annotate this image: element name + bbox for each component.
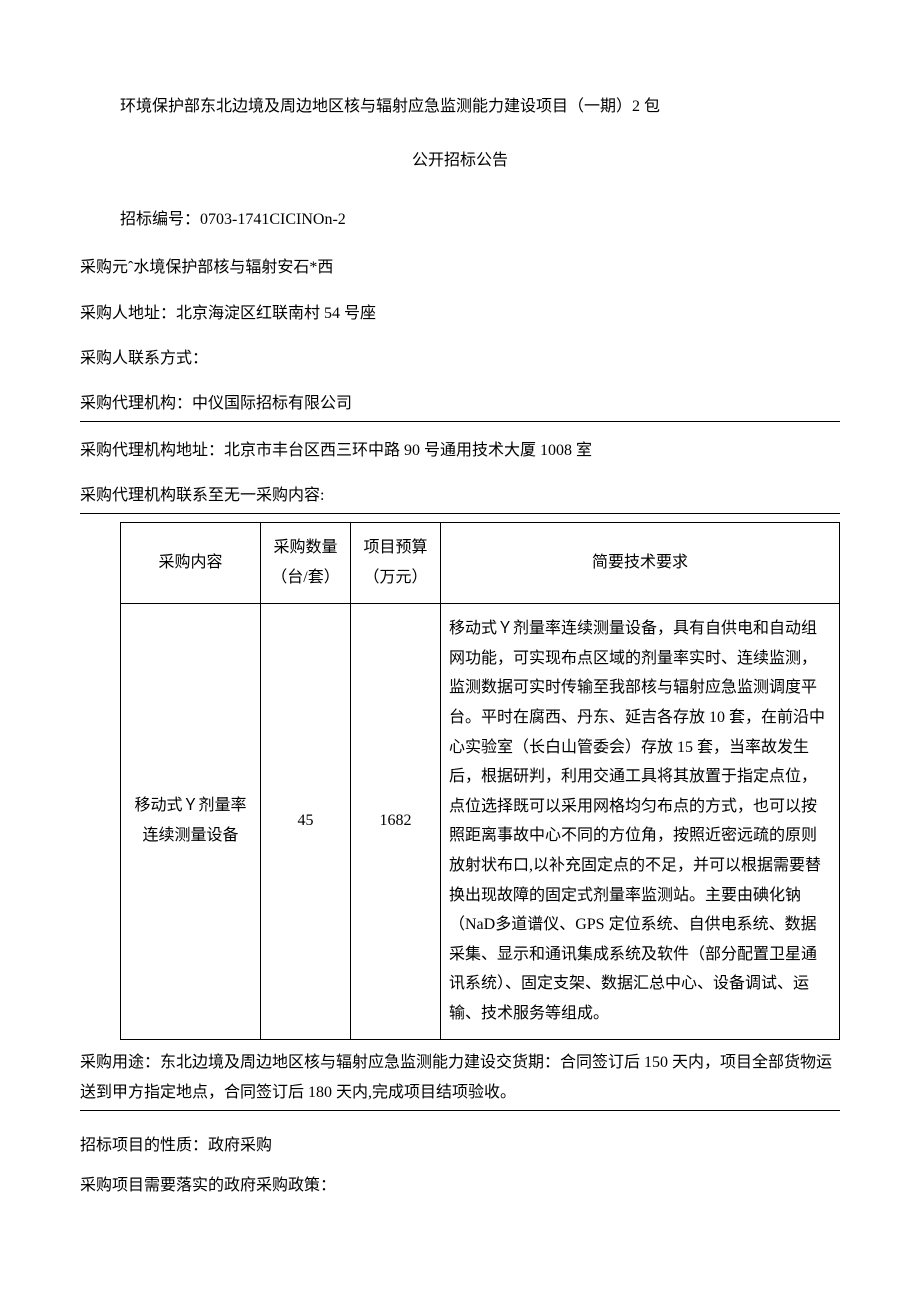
th-qty: 采购数量（台/套）: [261, 522, 351, 604]
purchaser-address-line: 采购人地址：北京海淀区红联南村 54 号座: [80, 299, 840, 330]
bid-number-line: 招标编号：0703-1741CICINOn-2: [80, 205, 840, 235]
address-label: 采购人地址：: [80, 305, 176, 322]
agent-line: 采购代理机构：中仪国际招标有限公司: [80, 389, 840, 421]
bid-number-label: 招标编号：: [120, 211, 200, 228]
agent-value: 中仪国际招标有限公司: [192, 395, 352, 412]
agent-address-line: 采购代理机构地址：北京市丰台区西三环中路 90 号通用技术大厦 1008 室: [80, 436, 840, 467]
document-subtitle: 公开招标公告: [80, 146, 840, 176]
address-value: 北京海淀区红联南村 54 号座: [176, 305, 376, 322]
td-req: 移动式Ｙ剂量率连续测量设备，具有自供电和自动组网功能，可实现布点区域的剂量率实时…: [441, 604, 840, 1039]
delivery-line: 采购用途：东北边境及周边地区核与辐射应急监测能力建设交货期：合同签订后 150 …: [80, 1048, 840, 1112]
td-budget: 1682: [351, 604, 441, 1039]
nature-label: 招标项目的性质：: [80, 1137, 208, 1154]
policy-line: 采购项目需要落实的政府采购政策：: [80, 1171, 840, 1202]
agent-address-label: 采购代理机构地址：: [80, 442, 224, 459]
bid-number-value: 0703-1741CICINOn-2: [200, 211, 346, 228]
agent-label: 采购代理机构：: [80, 395, 192, 412]
procurement-table: 采购内容 采购数量（台/套） 项目预算（万元） 简要技术要求 移动式Ｙ剂量率连续…: [120, 522, 840, 1040]
nature-value: 政府采购: [208, 1137, 272, 1154]
nature-line: 招标项目的性质：政府采购: [80, 1131, 840, 1162]
th-budget: 项目预算（万元）: [351, 522, 441, 604]
th-content: 采购内容: [121, 522, 261, 604]
agent-contact-line: 采购代理机构联系至无一采购内容:: [80, 481, 840, 513]
document-title: 环境保护部东北边境及周边地区核与辐射应急监测能力建设项目（一期）2 包: [80, 92, 840, 122]
agent-address-value: 北京市丰台区西三环中路 90 号通用技术大厦 1008 室: [224, 442, 592, 459]
table-row: 移动式Ｙ剂量率连续测量设备 45 1682 移动式Ｙ剂量率连续测量设备，具有自供…: [121, 604, 840, 1039]
purchaser-contact-line: 采购人联系方式：: [80, 344, 840, 375]
purchaser-line: 采购元ˆ水境保护部核与辐射安石*西: [80, 253, 840, 284]
table-header-row: 采购内容 采购数量（台/套） 项目预算（万元） 简要技术要求: [121, 522, 840, 604]
td-content: 移动式Ｙ剂量率连续测量设备: [121, 604, 261, 1039]
td-qty: 45: [261, 604, 351, 1039]
th-req: 简要技术要求: [441, 522, 840, 604]
